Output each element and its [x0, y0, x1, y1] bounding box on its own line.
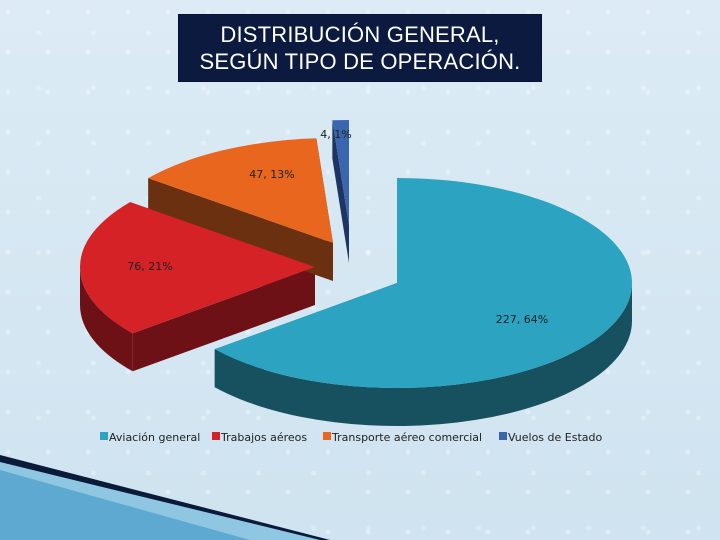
pie-slice-wall — [148, 178, 333, 281]
legend-item-label: Aviación general — [109, 431, 200, 444]
pie-slice-rim — [80, 267, 133, 372]
legend-swatch — [100, 432, 108, 440]
legend-swatch — [323, 432, 331, 440]
pie-slice-rim — [214, 283, 633, 426]
pie-slice-wall — [132, 267, 315, 372]
pie-slice-trabajos-a-reos — [79, 202, 316, 334]
legend-swatch — [499, 432, 507, 440]
legend-item-label: Vuelos de Estado — [508, 431, 602, 444]
data-label: 76, 21% — [127, 260, 172, 273]
slide-corner-decoration — [0, 455, 330, 540]
data-labels: 227, 64% 76, 21% 47, 13% 4, 1% — [127, 128, 548, 326]
data-label: 227, 64% — [496, 313, 548, 326]
pie-slice-transporte-a-reo-comercial — [148, 138, 333, 243]
title-line-2: SEGÚN TIPO DE OPERACIÓN. — [199, 49, 521, 74]
pie-slice-vuelos-de-estado — [332, 120, 349, 225]
pie-slice-aviaci-n-general — [214, 178, 632, 389]
data-label: 4, 1% — [320, 128, 351, 141]
data-label: 47, 13% — [249, 168, 294, 181]
chart-legend: Aviación general Trabajos aéreos Transport… — [100, 431, 602, 444]
legend-item-label: Trabajos aéreos — [220, 431, 307, 444]
pie-slices — [79, 120, 633, 426]
legend-item-label: Transporte aéreo comercial — [331, 431, 482, 444]
title-line-1: DISTRIBUCIÓN GENERAL, — [220, 22, 500, 47]
chart-title: DISTRIBUCIÓN GENERAL, SEGÚN TIPO DE OPER… — [178, 14, 542, 82]
legend-swatch — [212, 432, 220, 440]
pie-slice-wall — [332, 120, 349, 263]
